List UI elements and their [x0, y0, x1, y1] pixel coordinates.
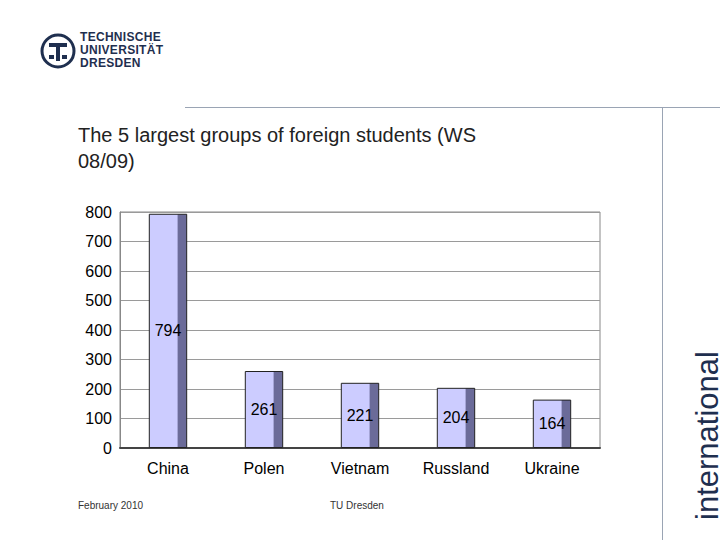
svg-text:164: 164 — [539, 415, 566, 432]
svg-text:400: 400 — [85, 322, 112, 339]
html-text:TECHNISCHE: TECHNISCHE — [80, 30, 161, 44]
svg-text:Russland: Russland — [423, 460, 490, 477]
svg-text:700: 700 — [85, 233, 112, 250]
svg-text:0: 0 — [103, 440, 112, 457]
html-text:February 2010: February 2010 — [78, 500, 143, 511]
svg-text:Vietnam: Vietnam — [331, 460, 389, 477]
svg-text:Ukraine: Ukraine — [524, 460, 579, 477]
svg-text:800: 800 — [85, 204, 112, 221]
svg-text:261: 261 — [251, 401, 278, 418]
svg-text:Polen: Polen — [244, 460, 285, 477]
svg-text:China: China — [147, 460, 189, 477]
svg-text:794: 794 — [155, 322, 182, 339]
svg-text:200: 200 — [85, 381, 112, 398]
svg-text:600: 600 — [85, 263, 112, 280]
html-text:UNIVERSITÄT: UNIVERSITÄT — [80, 43, 164, 57]
svg-text:204: 204 — [443, 409, 470, 426]
svg-text:300: 300 — [85, 351, 112, 368]
svg-text:500: 500 — [85, 292, 112, 309]
html-text:DRESDEN: DRESDEN — [80, 56, 141, 70]
html-text:The 5 largest groups of foreig: The 5 largest groups of foreign students… — [78, 124, 476, 172]
svg-text:100: 100 — [85, 410, 112, 427]
svg-text:221: 221 — [347, 407, 374, 424]
html-text:TU Dresden: TU Dresden — [330, 500, 384, 511]
